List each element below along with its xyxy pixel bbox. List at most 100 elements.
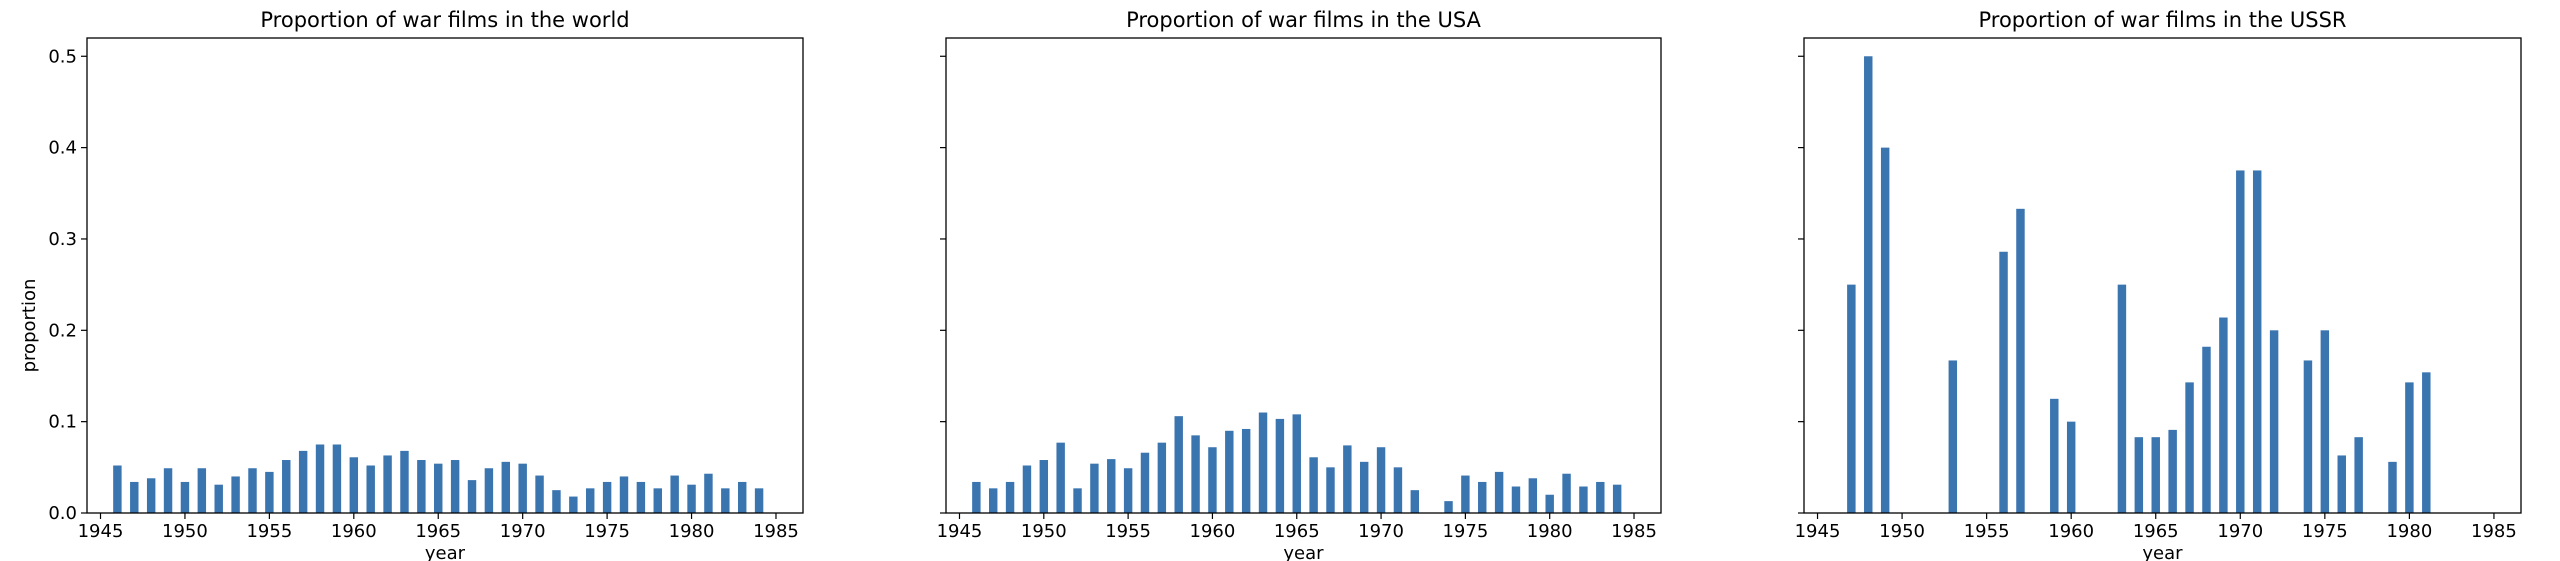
x-tick-label: 1970 bbox=[500, 521, 546, 542]
bar bbox=[1494, 471, 1504, 513]
bar bbox=[737, 481, 747, 513]
y-tick-label: 0.1 bbox=[48, 412, 77, 433]
x-tick-label: 1950 bbox=[1879, 521, 1925, 542]
bar bbox=[1511, 486, 1521, 513]
bar bbox=[535, 475, 544, 513]
x-tick-label: 1945 bbox=[937, 521, 983, 542]
bar bbox=[1410, 490, 1420, 513]
bar bbox=[265, 471, 274, 513]
bar bbox=[636, 481, 646, 513]
x-tick-label: 1945 bbox=[1795, 521, 1841, 542]
x-tick-label: 1980 bbox=[2386, 521, 2432, 542]
bar bbox=[383, 455, 392, 513]
x-tick-label: 1975 bbox=[1442, 521, 1488, 542]
bar bbox=[972, 481, 981, 513]
bar bbox=[2202, 346, 2211, 513]
bar bbox=[1880, 147, 1890, 513]
x-tick-label: 1970 bbox=[1358, 521, 1404, 542]
bar bbox=[1999, 251, 2008, 513]
bar bbox=[1292, 414, 1301, 513]
bar bbox=[704, 473, 713, 513]
x-tick-label: 1975 bbox=[584, 521, 630, 542]
bar bbox=[332, 444, 342, 513]
bar bbox=[2050, 398, 2059, 513]
bar bbox=[1359, 461, 1369, 513]
x-tick-label: 1980 bbox=[669, 521, 715, 542]
bar bbox=[1157, 442, 1167, 513]
bar bbox=[1343, 445, 1352, 513]
bar bbox=[1309, 457, 1318, 513]
bar bbox=[1478, 481, 1487, 513]
bar bbox=[1090, 463, 1099, 513]
x-tick-label: 1960 bbox=[2048, 521, 2094, 542]
x-tick-label: 1970 bbox=[2217, 521, 2263, 542]
bar bbox=[2354, 437, 2363, 513]
y-tick-label: 0.4 bbox=[48, 138, 77, 159]
bar bbox=[2252, 170, 2262, 513]
x-axis-label: year bbox=[2142, 543, 2183, 561]
bar bbox=[298, 450, 308, 513]
bar bbox=[1444, 501, 1453, 514]
x-tick-label: 1950 bbox=[162, 521, 208, 542]
bar bbox=[653, 488, 662, 513]
bar bbox=[231, 476, 240, 513]
bar bbox=[214, 484, 223, 513]
bar bbox=[1073, 488, 1082, 513]
x-tick-label: 1985 bbox=[2471, 521, 2517, 542]
bar bbox=[670, 475, 679, 513]
bar bbox=[2337, 455, 2346, 513]
bar bbox=[2320, 330, 2330, 513]
bar bbox=[1275, 418, 1285, 513]
bar bbox=[1948, 360, 1958, 513]
bar bbox=[754, 488, 764, 513]
bar bbox=[130, 481, 139, 513]
bar bbox=[2066, 421, 2076, 513]
chart-panel-3: 1945 1950 1955 1960 1965 1970 1975 1980 1985 Prop… bbox=[1795, 8, 2522, 561]
bar bbox=[2134, 437, 2144, 513]
bar bbox=[180, 481, 190, 513]
bar bbox=[2269, 330, 2279, 513]
bar bbox=[2151, 437, 2160, 513]
bar bbox=[1461, 475, 1470, 513]
bar bbox=[1123, 468, 1133, 513]
bar bbox=[1596, 481, 1605, 513]
bar bbox=[2185, 382, 2194, 514]
x-tick-label: 1965 bbox=[1274, 521, 1320, 542]
bar bbox=[501, 461, 511, 513]
bar bbox=[1847, 284, 1856, 513]
plot-frame bbox=[1803, 37, 2522, 514]
bar bbox=[484, 468, 494, 513]
bar bbox=[349, 457, 359, 513]
bar bbox=[687, 484, 696, 513]
bar bbox=[113, 465, 122, 513]
bar bbox=[248, 468, 257, 513]
bar bbox=[552, 490, 561, 513]
bar bbox=[366, 465, 375, 513]
bar bbox=[2117, 284, 2127, 513]
bar bbox=[434, 463, 443, 513]
x-tick-label: 1960 bbox=[1190, 521, 1236, 542]
x-tick-label: 1955 bbox=[246, 521, 292, 542]
bar bbox=[1562, 473, 1571, 513]
bar bbox=[1191, 435, 1200, 513]
x-tick-label: 1945 bbox=[78, 521, 124, 542]
x-tick-label: 1955 bbox=[1964, 521, 2010, 542]
x-tick-label: 1975 bbox=[2302, 521, 2348, 542]
chart-title: Proportion of war films in the USA bbox=[1126, 8, 1481, 32]
y-tick-label: 0.3 bbox=[48, 229, 77, 250]
bar bbox=[1258, 412, 1268, 513]
bar bbox=[1056, 442, 1065, 513]
x-tick-label: 1965 bbox=[2133, 521, 2179, 542]
x-tick-label: 1985 bbox=[753, 521, 799, 542]
bar bbox=[2016, 208, 2025, 513]
bar bbox=[1140, 452, 1150, 513]
bar bbox=[1528, 478, 1538, 513]
x-axis-label: year bbox=[1283, 543, 1324, 561]
bar bbox=[1326, 467, 1335, 513]
x-tick-label: 1960 bbox=[331, 521, 377, 542]
bar bbox=[282, 460, 291, 513]
bar bbox=[1005, 481, 1015, 513]
plot-frame bbox=[86, 37, 804, 514]
chart-panel-1: 1945 1950 1955 1960 1965 1970 1975 1980 1985 0.0 0… bbox=[19, 8, 804, 561]
